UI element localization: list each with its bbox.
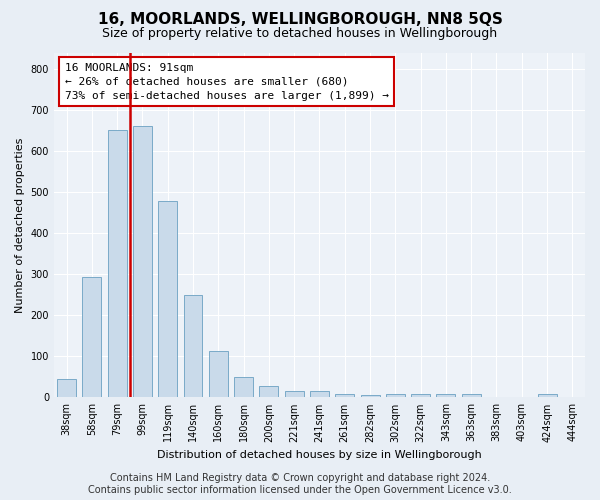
Bar xyxy=(386,394,405,398)
Bar xyxy=(133,126,152,398)
Text: 16 MOORLANDS: 91sqm
← 26% of detached houses are smaller (680)
73% of semi-detac: 16 MOORLANDS: 91sqm ← 26% of detached ho… xyxy=(65,63,389,101)
X-axis label: Distribution of detached houses by size in Wellingborough: Distribution of detached houses by size … xyxy=(157,450,482,460)
Bar xyxy=(361,394,380,398)
Text: Contains HM Land Registry data © Crown copyright and database right 2024.
Contai: Contains HM Land Registry data © Crown c… xyxy=(88,474,512,495)
Bar xyxy=(107,130,127,398)
Bar xyxy=(234,377,253,398)
Bar xyxy=(411,394,430,398)
Bar xyxy=(310,392,329,398)
Bar xyxy=(335,394,354,398)
Text: 16, MOORLANDS, WELLINGBOROUGH, NN8 5QS: 16, MOORLANDS, WELLINGBOROUGH, NN8 5QS xyxy=(98,12,502,28)
Bar xyxy=(538,394,557,398)
Bar xyxy=(82,277,101,398)
Bar xyxy=(259,386,278,398)
Bar xyxy=(57,379,76,398)
Bar xyxy=(209,351,228,398)
Bar xyxy=(462,394,481,398)
Bar xyxy=(158,201,177,398)
Y-axis label: Number of detached properties: Number of detached properties xyxy=(15,138,25,312)
Bar xyxy=(436,394,455,398)
Text: Size of property relative to detached houses in Wellingborough: Size of property relative to detached ho… xyxy=(103,28,497,40)
Bar xyxy=(184,295,202,398)
Bar xyxy=(284,392,304,398)
